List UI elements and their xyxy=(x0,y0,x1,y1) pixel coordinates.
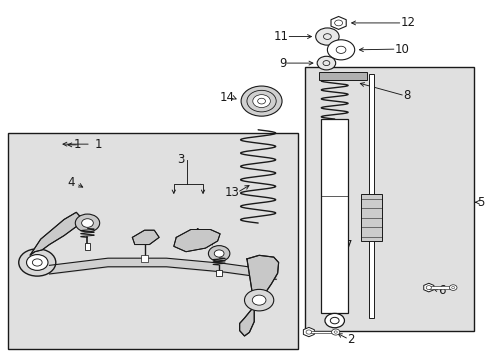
Circle shape xyxy=(325,314,344,328)
Circle shape xyxy=(317,56,335,70)
Polygon shape xyxy=(30,212,81,255)
Text: 7: 7 xyxy=(344,239,352,252)
Circle shape xyxy=(330,318,338,324)
Text: 9: 9 xyxy=(278,57,286,69)
Circle shape xyxy=(426,285,430,289)
Circle shape xyxy=(331,329,339,335)
Bar xyxy=(84,243,90,249)
Bar xyxy=(321,119,347,313)
Polygon shape xyxy=(330,17,346,30)
Circle shape xyxy=(305,330,311,334)
Bar xyxy=(141,255,148,262)
Circle shape xyxy=(214,250,224,257)
Text: 4: 4 xyxy=(192,226,199,239)
Bar xyxy=(216,270,222,276)
Polygon shape xyxy=(132,230,159,244)
Text: 8: 8 xyxy=(402,89,409,102)
Circle shape xyxy=(208,246,229,261)
Text: 6: 6 xyxy=(438,284,445,297)
Circle shape xyxy=(327,40,354,60)
Circle shape xyxy=(32,259,42,266)
Circle shape xyxy=(335,46,345,53)
Text: 3: 3 xyxy=(177,153,184,166)
Circle shape xyxy=(448,285,456,291)
Circle shape xyxy=(246,90,276,112)
Circle shape xyxy=(334,20,342,26)
Text: 12: 12 xyxy=(400,17,415,30)
Bar xyxy=(319,72,366,80)
Circle shape xyxy=(75,214,100,232)
Circle shape xyxy=(252,95,270,108)
Bar xyxy=(8,134,298,348)
Text: 10: 10 xyxy=(394,42,409,55)
Circle shape xyxy=(26,255,48,270)
Text: 4: 4 xyxy=(67,176,75,189)
Circle shape xyxy=(257,98,265,104)
Bar xyxy=(305,67,473,330)
Circle shape xyxy=(315,28,338,45)
Bar xyxy=(308,330,335,333)
Circle shape xyxy=(19,249,56,276)
Circle shape xyxy=(252,295,265,305)
Circle shape xyxy=(333,331,337,333)
Text: 2: 2 xyxy=(346,333,354,346)
Bar xyxy=(428,286,452,289)
Circle shape xyxy=(323,60,329,66)
Polygon shape xyxy=(173,229,220,252)
Circle shape xyxy=(323,34,330,40)
Polygon shape xyxy=(303,327,314,337)
Text: 1: 1 xyxy=(74,138,81,151)
Circle shape xyxy=(81,219,93,227)
Text: 14: 14 xyxy=(219,91,234,104)
Circle shape xyxy=(241,86,282,116)
Circle shape xyxy=(451,287,454,289)
Bar xyxy=(368,74,373,318)
Text: 1: 1 xyxy=(94,138,102,150)
Text: 5: 5 xyxy=(476,196,484,209)
Polygon shape xyxy=(423,283,433,292)
Polygon shape xyxy=(239,255,278,336)
Circle shape xyxy=(244,289,273,311)
Text: 13: 13 xyxy=(224,186,239,199)
Bar xyxy=(360,194,381,241)
Text: 11: 11 xyxy=(273,30,288,43)
